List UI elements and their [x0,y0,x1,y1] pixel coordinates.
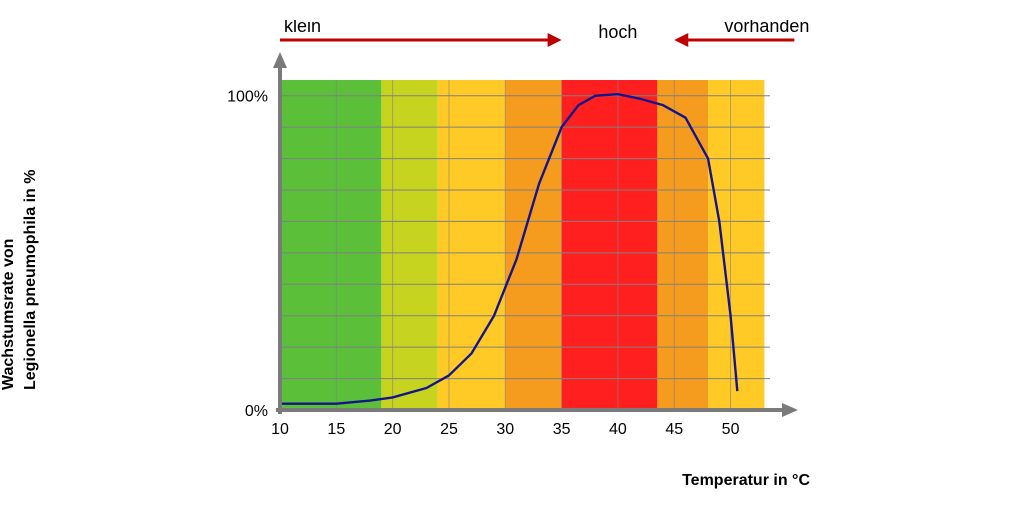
temp-band [280,80,381,410]
risk-label-left: klein [284,20,321,36]
x-axis-label: Temperatur in °C [682,472,810,490]
y-tick-label: 100% [227,89,268,106]
risk-label-center: hoch [598,22,637,42]
x-tick-label: 45 [665,421,683,438]
x-axis-arrow [782,403,798,417]
temp-band [381,80,437,410]
temp-band [562,80,658,410]
temp-band [505,80,561,410]
ylabel-line2: Legionella pneumophila in % [22,170,39,390]
risk-label-right: vorhanden [724,20,809,36]
x-tick-label: 35 [553,421,571,438]
x-tick-label: 40 [609,421,627,438]
temp-band [657,80,708,410]
risk-arrow-right-head [674,33,688,47]
temp-band [708,80,764,410]
y-axis-label: Wachstumsrate von Legionella pneumophila… [0,90,40,380]
chart-area: 10 15 20 25 30 35 40 45 50 0% 100% klein hoch vorhand… [110,20,910,490]
x-tick-label: 25 [440,421,458,438]
x-tick-label: 50 [722,421,740,438]
x-tick-label: 10 [271,421,289,438]
x-tick-label: 15 [327,421,345,438]
chart-svg: 10 15 20 25 30 35 40 45 50 0% 100% klein hoch vorhand… [110,20,910,490]
y-axis-arrow [273,52,287,68]
temp-band [438,80,506,410]
x-tick-label: 20 [384,421,402,438]
y-tick-label: 0% [245,403,268,420]
risk-arrow-left-head [548,33,562,47]
ylabel-line1: Wachstumsrate von [0,239,17,390]
x-tick-label: 30 [496,421,514,438]
